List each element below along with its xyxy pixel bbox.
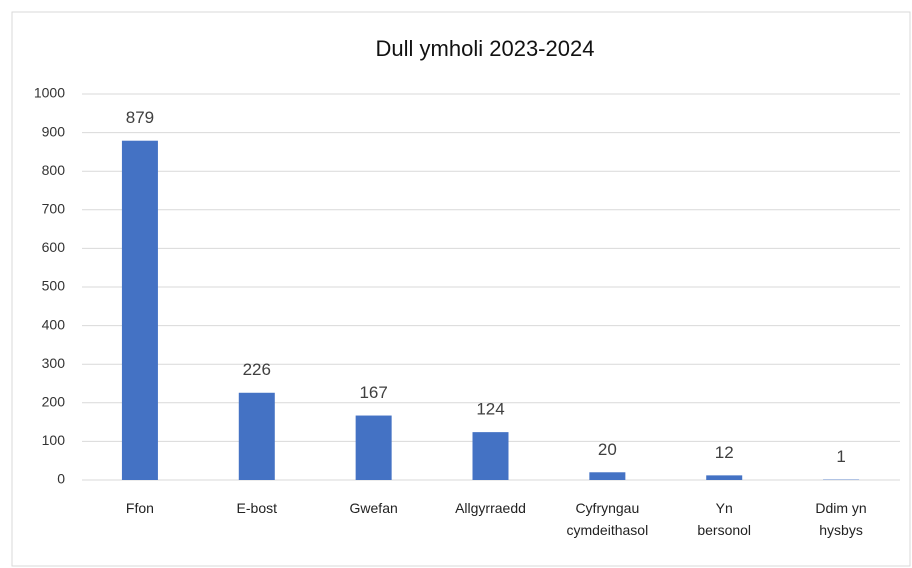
y-tick-label: 200 [42, 394, 66, 410]
chart-border [11, 11, 911, 567]
y-tick-label: 900 [42, 123, 66, 139]
x-tick-label: Gwefan [349, 500, 398, 516]
chart-title: Dull ymholi 2023-2024 [376, 36, 595, 61]
y-tick-label: 300 [42, 355, 66, 371]
value-label: 226 [243, 360, 271, 379]
bar [121, 140, 158, 480]
value-label: 20 [598, 440, 617, 459]
bar [706, 475, 743, 480]
x-tick-label: Ddim yn hysbys [815, 500, 867, 538]
y-tick-label: 500 [42, 278, 66, 294]
y-tick-label: 1000 [34, 85, 65, 101]
x-tick-label: Allgyrraedd [455, 500, 526, 516]
x-tick-label: E-bost [236, 500, 278, 516]
value-label: 167 [359, 383, 387, 402]
value-label: 1 [836, 447, 845, 466]
value-label: 879 [126, 108, 154, 127]
y-tick-label: 0 [57, 471, 65, 487]
bar [238, 392, 275, 480]
y-tick-label: 800 [42, 162, 66, 178]
value-label: 12 [715, 443, 734, 462]
bar [589, 472, 626, 480]
x-tick-label: Cyfryngau cymdeithasol [566, 500, 649, 538]
bar [355, 415, 392, 480]
value-label: 124 [476, 400, 504, 419]
y-tick-label: 400 [42, 316, 66, 332]
bar [472, 432, 509, 480]
y-tick-label: 600 [42, 239, 66, 255]
x-tick-label: Yn bersonol [697, 500, 752, 538]
x-tick-label: Ffon [125, 500, 154, 516]
y-tick-label: 100 [42, 432, 66, 448]
y-tick-label: 700 [42, 201, 66, 217]
